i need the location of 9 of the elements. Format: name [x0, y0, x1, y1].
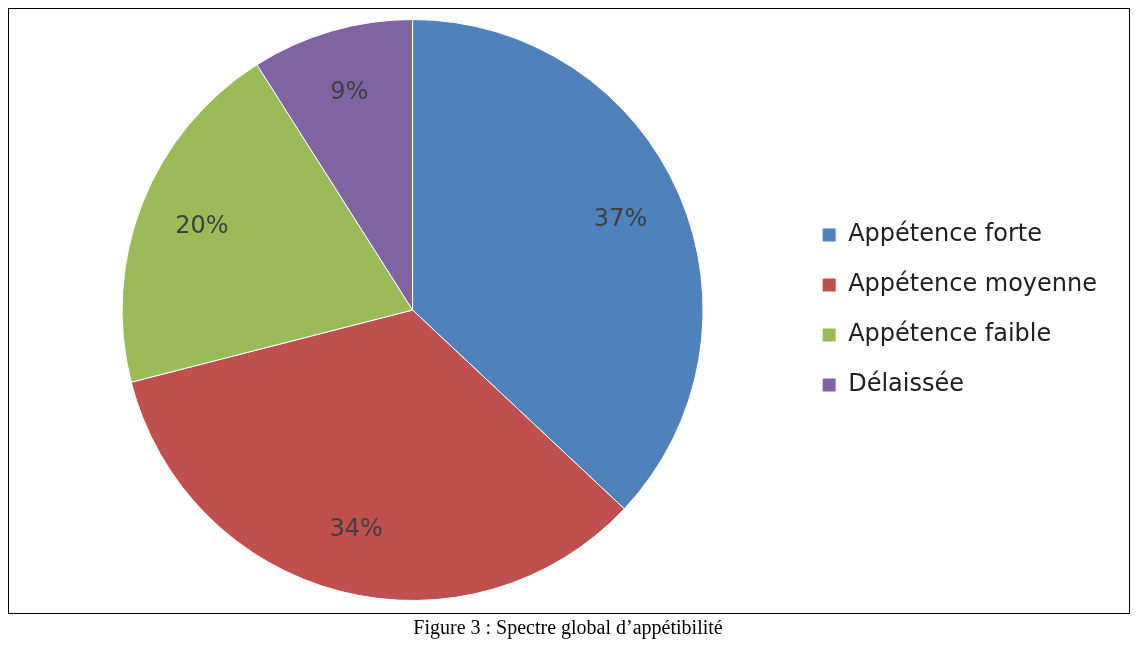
legend-label: Appétence faible [848, 319, 1052, 348]
legend-label: Délaissée [848, 369, 964, 398]
data-label: 9% [330, 76, 369, 105]
legend-label: Appétence forte [848, 219, 1042, 248]
legend-label: Appétence moyenne [848, 269, 1098, 298]
data-label: 37% [593, 204, 648, 233]
data-label: 34% [329, 513, 383, 542]
caption: Figure 3 : Spectre global d’appétibilité [412, 615, 724, 639]
data-label: 20% [175, 210, 229, 239]
